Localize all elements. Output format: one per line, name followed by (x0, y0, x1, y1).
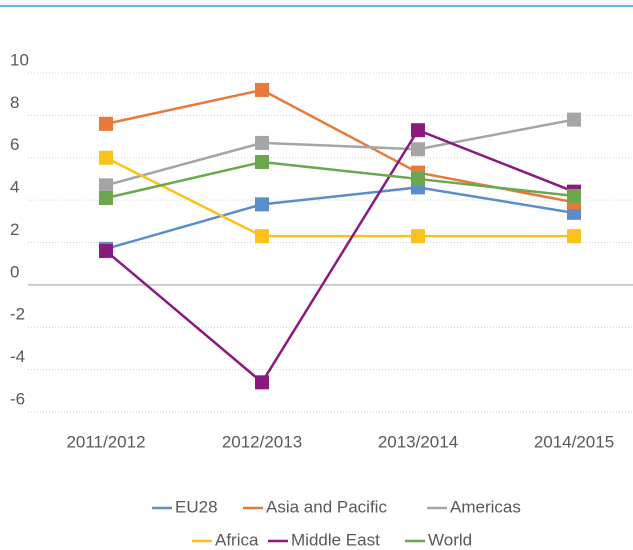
point-marker (567, 205, 581, 220)
point-marker (255, 229, 269, 244)
series-line (105, 156, 574, 238)
x-tick-label: 2013/2014 (378, 432, 458, 451)
point-marker (567, 112, 581, 127)
legend-label: Middle East (291, 530, 380, 549)
y-tick-label: 8 (10, 93, 19, 112)
legend-label: Asia and Pacific (266, 497, 387, 516)
y-tick-label: -2 (10, 305, 25, 324)
series-line (105, 186, 575, 251)
point-marker (255, 82, 269, 97)
y-tick-label: 6 (10, 135, 19, 154)
legend-label: World (428, 530, 472, 549)
y-tick-label: -4 (10, 347, 25, 366)
point-marker (99, 178, 113, 193)
legend-label: EU28 (175, 497, 218, 516)
point-marker (99, 150, 113, 165)
point-marker (99, 243, 113, 258)
x-tick-label: 2014/2015 (534, 432, 614, 451)
y-tick-label: -6 (10, 389, 25, 408)
legend-label: Americas (450, 497, 521, 516)
point-marker (99, 191, 113, 206)
point-marker (411, 171, 425, 186)
series-line (105, 128, 575, 385)
y-tick-label: 2 (10, 220, 19, 239)
point-marker (411, 229, 425, 244)
point-marker (255, 197, 269, 212)
point-marker (567, 188, 581, 203)
y-tick-label: 4 (10, 178, 19, 197)
point-marker (255, 135, 269, 150)
point-marker (567, 229, 581, 244)
point-marker (411, 123, 425, 138)
point-marker (411, 142, 425, 157)
y-tick-label: 10 (10, 50, 29, 69)
point-marker (99, 116, 113, 131)
legend-label: Africa (215, 530, 259, 549)
series-line (105, 160, 575, 200)
x-tick-label: 2012/2013 (222, 432, 302, 451)
y-tick-label: 0 (10, 262, 19, 281)
series-line (105, 118, 575, 187)
x-tick-label: 2011/2012 (66, 432, 145, 451)
point-marker (255, 375, 269, 390)
point-marker (255, 154, 269, 169)
